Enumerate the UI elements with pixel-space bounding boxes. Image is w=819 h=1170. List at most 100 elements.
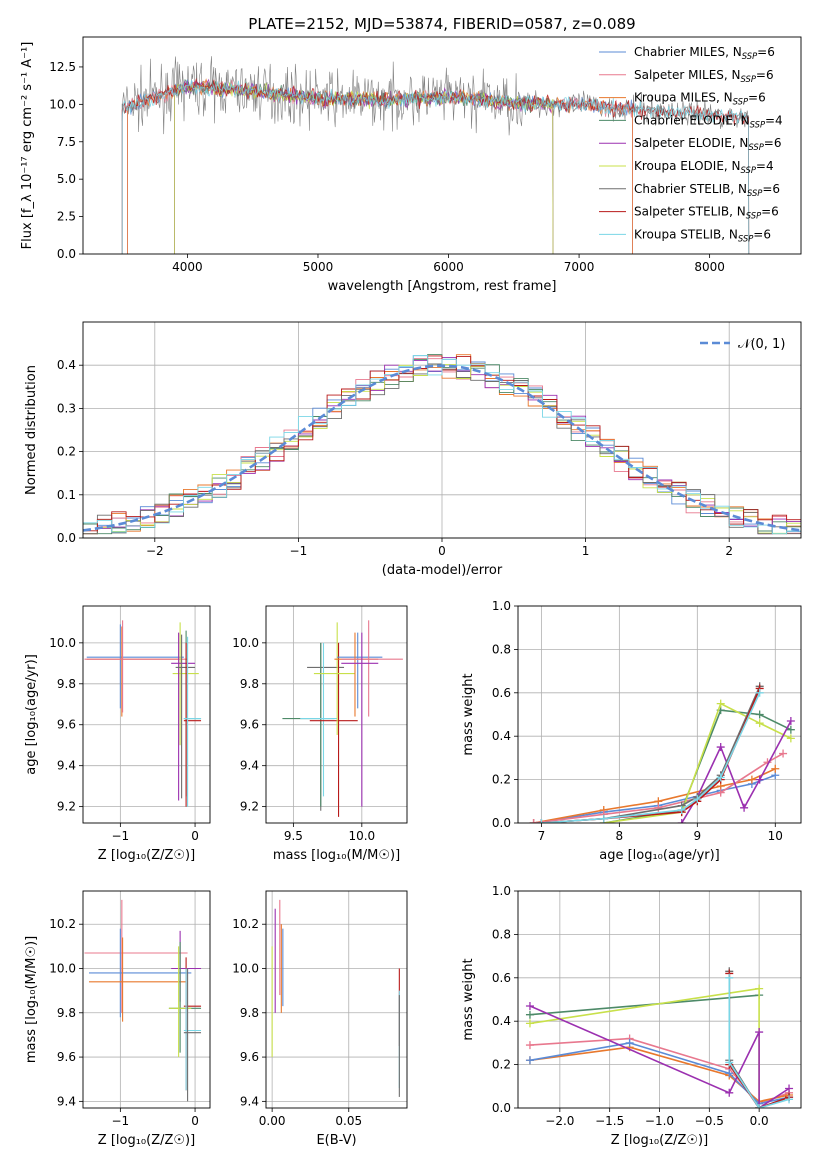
axes-frame [265, 605, 408, 824]
axes-frame [82, 321, 802, 539]
axes-frame [265, 890, 408, 1109]
x-tick-label: 0 [191, 1114, 199, 1128]
x-tick-label: 7 [538, 829, 546, 843]
y-tick-label: 9.2 [57, 800, 76, 814]
panel-weight_vs_Z: −2.0 −1.5 −1.0 −0.5 0.0 0.0 0.2 0.4 0.6 0.8 1.0 Z [… [461, 884, 802, 1148]
x-axis-label: wavelength [Angstrom, rest frame] [328, 279, 557, 294]
panel-residuals: −2 −1 0 1 2 0.0 0.1 0.2 0.3 0.4 (data-model)/error… [24, 321, 802, 578]
data-point-marker [786, 734, 795, 743]
x-tick-label: 0 [191, 829, 199, 843]
data-point-marker [771, 764, 780, 773]
y-tick-label: 9.4 [240, 1094, 259, 1108]
y-tick-label: 9.2 [240, 800, 259, 814]
data-point-marker [747, 775, 756, 784]
data-point-marker [625, 1038, 634, 1047]
legend-entry: Salpeter STELIB, NSSP=6 [634, 205, 779, 221]
x-axis-label: (data-model)/error [382, 563, 503, 578]
gaussian-curve [83, 364, 801, 532]
y-axis-label: Flux [f_λ 10⁻¹⁷ erg cm⁻² s⁻¹ A⁻¹] [20, 42, 35, 250]
legend-entry: 𝒩(0, 1) [738, 337, 785, 352]
legend: 𝒩(0, 1) [700, 337, 785, 352]
y-tick-label: 9.6 [240, 718, 259, 732]
x-tick-label: 4000 [172, 260, 203, 274]
y-tick-label: 0.2 [57, 445, 76, 459]
x-tick-label: 10 [768, 829, 783, 843]
y-tick-label: 9.6 [57, 718, 76, 732]
series-line [728, 977, 790, 1108]
series-line [533, 774, 776, 823]
panel-weight_vs_age: 7 8 9 10 0.0 0.2 0.4 0.6 0.8 1.0 age [log₁₀(age/yr… [461, 599, 802, 863]
axes-frame [82, 605, 211, 824]
data-point-marker [525, 1041, 534, 1050]
y-tick-label: 7.5 [57, 135, 76, 149]
y-tick-label: 12.5 [49, 60, 76, 74]
x-tick-label: 6000 [433, 260, 464, 274]
y-tick-label: 10.0 [49, 636, 76, 650]
x-tick-label: −2.0 [545, 1114, 574, 1128]
plot-area [84, 620, 202, 807]
x-axis-label: Z [log₁₀(Z/Z☉)] [98, 848, 195, 863]
x-tick-label: −1 [112, 1114, 130, 1128]
legend-entry: Kroupa ELODIE, NSSP=4 [634, 159, 774, 175]
x-tick-label: −1.0 [645, 1114, 674, 1128]
y-tick-label: 0.0 [57, 247, 76, 261]
y-tick-label: 10.2 [49, 917, 76, 931]
data-point-marker [525, 1019, 534, 1028]
data-point-marker [755, 775, 764, 784]
data-point-marker [725, 973, 734, 982]
data-point-marker [716, 743, 725, 752]
data-point-marker [716, 699, 725, 708]
x-axis-label: E(B-V) [316, 1133, 356, 1148]
y-tick-label: 0.1 [57, 488, 76, 502]
axes-frame [517, 890, 802, 1109]
data-point-marker [525, 1002, 534, 1011]
data-point-marker [599, 814, 608, 823]
y-tick-label: 9.8 [240, 677, 259, 691]
data-point-marker [693, 795, 702, 804]
data-point-marker [755, 1104, 764, 1108]
y-tick-label: 0.2 [492, 773, 511, 787]
y-axis-label: age [log₁₀(age/yr)] [24, 654, 39, 775]
x-tick-label: 1 [582, 544, 590, 558]
x-tick-label: −0.5 [695, 1114, 724, 1128]
y-tick-label: 0.0 [492, 816, 511, 830]
figure-title: PLATE=2152, MJD=53874, FIBERID=0587, z=0… [248, 15, 635, 33]
y-tick-label: 10.0 [232, 962, 259, 976]
x-axis-label: age [log₁₀(age/yr)] [599, 848, 720, 863]
x-tick-label: 10.0 [348, 829, 375, 843]
x-tick-label: −1.5 [595, 1114, 624, 1128]
x-tick-label: 8 [616, 829, 624, 843]
y-tick-label: 9.4 [57, 759, 76, 773]
y-axis-label: mass [log₁₀(M/M☉)] [24, 936, 39, 1063]
plot-area [121, 56, 750, 254]
legend-entry: Chabrier STELIB, NSSP=6 [634, 182, 780, 198]
data-point-marker [755, 719, 764, 728]
x-tick-label: 2 [725, 544, 733, 558]
legend-entry: Salpeter ELODIE, NSSP=6 [634, 136, 782, 152]
plot-area [83, 354, 801, 535]
legend-entry: Kroupa MILES, NSSP=6 [634, 91, 766, 107]
data-point-marker [786, 725, 795, 734]
y-tick-label: 10.0 [232, 636, 259, 650]
legend-entry: Chabrier ELODIE, NSSP=4 [634, 113, 783, 129]
y-axis-label: mass weight [461, 958, 476, 1040]
y-tick-label: 10.2 [232, 917, 259, 931]
data-point-marker [525, 1010, 534, 1019]
x-tick-label: −1 [112, 829, 130, 843]
y-tick-label: 0.4 [492, 729, 511, 743]
y-tick-label: 0.2 [492, 1058, 511, 1072]
data-point-marker [755, 688, 764, 697]
x-axis-label: Z [log₁₀(Z/Z☉)] [98, 1133, 195, 1148]
y-tick-label: 1.0 [492, 599, 511, 613]
data-point-marker [677, 805, 686, 814]
x-tick-label: −2 [146, 544, 164, 558]
panel-mass_vs_EBV: 0.00 0.05 9.4 9.6 9.8 10.0 10.2 E(B-V) [232, 890, 408, 1148]
y-tick-label: 0.6 [492, 686, 511, 700]
axes-frame [517, 605, 802, 824]
y-tick-label: 0.4 [57, 358, 76, 372]
y-tick-label: 0.6 [492, 971, 511, 985]
legend-entry: Salpeter MILES, NSSP=6 [634, 68, 774, 84]
x-tick-label: 0.0 [750, 1114, 769, 1128]
series-line [529, 994, 760, 1016]
